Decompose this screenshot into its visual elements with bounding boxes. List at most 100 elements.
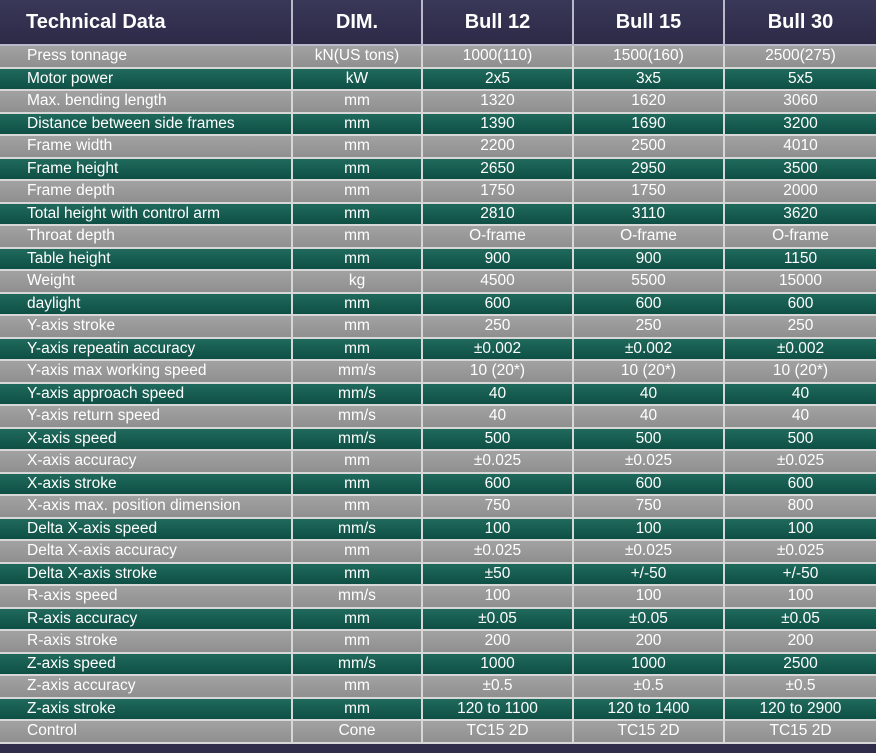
spec-name: Delta X-axis stroke: [0, 563, 293, 586]
spec-value-model-1: 750: [423, 496, 574, 519]
spec-value-model-2: 600: [574, 293, 725, 316]
spec-value-model-3: 2500: [725, 653, 876, 676]
table-row: R-axis stroke mm 200 200 200: [0, 631, 876, 654]
spec-value-model-1: 2650: [423, 158, 574, 181]
spec-name: Y-axis return speed: [0, 406, 293, 429]
spec-value-model-1: ±50: [423, 563, 574, 586]
table-row: Press tonnage kN(US tons) 1000(110) 1500(16…: [0, 46, 876, 69]
spec-value-model-3: 4010: [725, 136, 876, 159]
spec-value-model-1: 120 to 1100: [423, 698, 574, 721]
table-row: Z-axis stroke mm 120 to 1100 120 to 1400 120…: [0, 698, 876, 721]
spec-value-model-3: O-frame: [725, 226, 876, 249]
spec-dim: mm/s: [293, 361, 423, 384]
spec-value-model-2: 1500(160): [574, 46, 725, 69]
spec-value-model-3: 500: [725, 428, 876, 451]
spec-name: X-axis stroke: [0, 473, 293, 496]
spec-name: R-axis stroke: [0, 631, 293, 654]
spec-dim: mm: [293, 338, 423, 361]
spec-name: Delta X-axis speed: [0, 518, 293, 541]
spec-dim: mm: [293, 563, 423, 586]
spec-value-model-2: ±0.5: [574, 676, 725, 699]
spec-dim: mm/s: [293, 406, 423, 429]
header-dim: DIM.: [293, 0, 423, 46]
table-row: R-axis speed mm/s 100 100 100: [0, 586, 876, 609]
spec-name: Table height: [0, 248, 293, 271]
spec-value-model-2: 1000: [574, 653, 725, 676]
spec-name: Frame width: [0, 136, 293, 159]
spec-value-model-3: 600: [725, 293, 876, 316]
spec-value-model-2: 40: [574, 406, 725, 429]
table-row: Delta X-axis accuracy mm ±0.025 ±0.025 ±0.02…: [0, 541, 876, 564]
spec-value-model-2: 3x5: [574, 68, 725, 91]
spec-name: Max. bending length: [0, 91, 293, 114]
spec-value-model-1: 900: [423, 248, 574, 271]
spec-value-model-1: 600: [423, 473, 574, 496]
spec-value-model-1: 1000: [423, 653, 574, 676]
spec-dim: mm: [293, 293, 423, 316]
spec-value-model-3: 3620: [725, 203, 876, 226]
spec-name: Delta X-axis accuracy: [0, 541, 293, 564]
table-row: X-axis stroke mm 600 600 600: [0, 473, 876, 496]
spec-value-model-2: ±0.002: [574, 338, 725, 361]
spec-value-model-3: ±0.05: [725, 608, 876, 631]
spec-name: Total height with control arm: [0, 203, 293, 226]
spec-dim: mm: [293, 608, 423, 631]
spec-value-model-3: ±0.5: [725, 676, 876, 699]
spec-value-model-1: 100: [423, 586, 574, 609]
spec-value-model-3: 40: [725, 406, 876, 429]
spec-value-model-1: 200: [423, 631, 574, 654]
table-row: Motor power kW 2x5 3x5 5x5: [0, 68, 876, 91]
table-row: Throat depth mm O-frame O-frame O-frame: [0, 226, 876, 249]
spec-value-model-1: ±0.025: [423, 541, 574, 564]
spec-value-model-3: 100: [725, 518, 876, 541]
header-model-1: Bull 12: [423, 0, 574, 46]
spec-value-model-2: 3110: [574, 203, 725, 226]
spec-value-model-2: 200: [574, 631, 725, 654]
spec-name: Throat depth: [0, 226, 293, 249]
spec-value-model-1: 500: [423, 428, 574, 451]
header-technical-data: Technical Data: [0, 0, 293, 46]
table-row: Frame width mm 2200 2500 4010: [0, 136, 876, 159]
table-row: Frame depth mm 1750 1750 2000: [0, 181, 876, 204]
spec-dim: mm: [293, 181, 423, 204]
spec-value-model-2: 250: [574, 316, 725, 339]
spec-value-model-2: TC15 2D: [574, 721, 725, 744]
spec-name: R-axis accuracy: [0, 608, 293, 631]
spec-dim: mm/s: [293, 383, 423, 406]
spec-value-model-2: 1750: [574, 181, 725, 204]
spec-value-model-1: O-frame: [423, 226, 574, 249]
spec-dim: mm: [293, 91, 423, 114]
spec-value-model-2: 100: [574, 586, 725, 609]
spec-value-model-3: 40: [725, 383, 876, 406]
spec-name: Motor power: [0, 68, 293, 91]
table-row: Z-axis speed mm/s 1000 1000 2500: [0, 653, 876, 676]
spec-table-body: Press tonnage kN(US tons) 1000(110) 1500(16…: [0, 46, 876, 744]
spec-name: Press tonnage: [0, 46, 293, 69]
spec-value-model-1: 40: [423, 406, 574, 429]
spec-dim: mm: [293, 158, 423, 181]
spec-value-model-3: 2000: [725, 181, 876, 204]
spec-value-model-1: 100: [423, 518, 574, 541]
spec-dim: mm/s: [293, 586, 423, 609]
spec-value-model-3: 10 (20*): [725, 361, 876, 384]
spec-value-model-3: TC15 2D: [725, 721, 876, 744]
spec-value-model-3: ±0.002: [725, 338, 876, 361]
spec-value-model-1: 2200: [423, 136, 574, 159]
table-row: X-axis max. position dimension mm 750 750 80…: [0, 496, 876, 519]
table-row: X-axis accuracy mm ±0.025 ±0.025 ±0.025: [0, 451, 876, 474]
spec-value-model-2: O-frame: [574, 226, 725, 249]
table-row: Frame height mm 2650 2950 3500: [0, 158, 876, 181]
spec-value-model-1: ±0.002: [423, 338, 574, 361]
spec-name: Frame depth: [0, 181, 293, 204]
spec-value-model-1: ±0.5: [423, 676, 574, 699]
spec-dim: kg: [293, 271, 423, 294]
spec-value-model-2: 750: [574, 496, 725, 519]
spec-value-model-2: 2950: [574, 158, 725, 181]
spec-name: Distance between side frames: [0, 113, 293, 136]
spec-value-model-3: 800: [725, 496, 876, 519]
spec-value-model-2: 1620: [574, 91, 725, 114]
spec-value-model-1: 2810: [423, 203, 574, 226]
spec-dim: mm: [293, 676, 423, 699]
spec-dim: mm/s: [293, 518, 423, 541]
spec-value-model-3: 15000: [725, 271, 876, 294]
